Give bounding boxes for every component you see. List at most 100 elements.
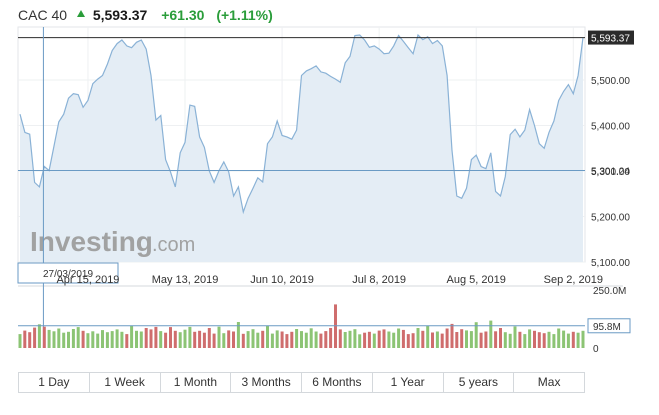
volume-bar — [314, 331, 318, 348]
volume-bar — [338, 329, 342, 348]
crosshair-date-box — [17, 262, 119, 284]
volume-bar — [416, 328, 420, 348]
x-tick-label: Jul 8, 2019 — [352, 274, 406, 286]
volume-bar — [508, 333, 512, 348]
volume-bar — [222, 333, 226, 348]
volume-bar — [489, 320, 493, 348]
range-1-week-button[interactable]: 1 Week — [90, 373, 161, 392]
volume-bar — [387, 331, 391, 348]
volume-bar — [28, 332, 32, 348]
volume-bar — [120, 331, 124, 348]
crosshair-price-label: 5,301.24 — [591, 166, 630, 177]
volume-bar — [130, 325, 134, 348]
volume-bar — [547, 331, 551, 348]
volume-bar — [562, 330, 566, 348]
volume-bar — [198, 330, 202, 348]
volume-bar — [542, 333, 546, 348]
volume-bar — [251, 329, 255, 348]
volume-bar — [300, 331, 303, 348]
price-chart[interactable]: Investing .com 5,593.37 5,301.24 27/03/201… — [0, 0, 659, 370]
volume-bar — [382, 329, 386, 348]
index-symbol: CAC 40 — [18, 7, 68, 24]
volume-bar — [392, 332, 396, 348]
volume-bar — [76, 327, 80, 348]
volume-bar — [193, 331, 197, 348]
volume-bar — [110, 331, 114, 348]
y-tick-label: 5,400.00 — [591, 122, 630, 133]
y-tick-label: 5,100.00 — [591, 258, 630, 269]
volume-bar — [348, 330, 352, 348]
range-1-year-button[interactable]: 1 Year — [373, 373, 444, 392]
volume-bar — [217, 326, 221, 348]
volume-bar — [246, 331, 250, 348]
volume-bar — [183, 329, 187, 348]
volume-bar — [528, 329, 532, 348]
volume-bar — [421, 330, 425, 348]
volume-bar — [285, 334, 289, 348]
range-1-month-button[interactable]: 1 Month — [161, 373, 232, 392]
price-area — [20, 35, 583, 262]
volume-bar — [358, 334, 362, 348]
volume-bar — [115, 329, 119, 348]
volume-bar — [523, 334, 527, 348]
volume-bar — [533, 330, 536, 348]
volume-bar — [149, 329, 153, 348]
volume-bar — [406, 334, 410, 348]
x-tick-label: Jun 10, 2019 — [250, 274, 314, 286]
last-price-tag — [588, 30, 634, 45]
range-5-years-button[interactable]: 5 years — [444, 373, 515, 392]
volume-tick-label: 95.8M — [593, 322, 621, 333]
volume-bar — [455, 332, 459, 348]
last-price-tag-label: 5,593.37 — [591, 34, 630, 45]
x-tick-label: Apr 15, 2019 — [56, 274, 119, 286]
last-price: 5,593.37 — [92, 7, 148, 24]
watermark-brand: Investing — [30, 226, 153, 257]
volume-bar — [537, 332, 541, 348]
volume-bar — [280, 331, 284, 348]
volume-bar — [319, 333, 323, 348]
volume-bar — [144, 328, 148, 348]
x-tick-label: Aug 5, 2019 — [447, 274, 506, 286]
volume-bar — [518, 331, 522, 348]
volume-bar — [212, 333, 216, 348]
volume-bar — [169, 327, 172, 348]
volume-average-tag — [587, 318, 631, 334]
volume-bar — [479, 332, 483, 348]
y-tick-label: 5,300.00 — [591, 167, 630, 178]
volume-bar — [411, 333, 415, 348]
volume-bar — [571, 331, 575, 348]
volume-bar — [397, 328, 401, 348]
volume-bar — [460, 329, 464, 348]
range-6-months-button[interactable]: 6 Months — [302, 373, 373, 392]
time-range-selector: 1 Day 1 Week 1 Month 3 Months 6 Months 1… — [18, 372, 585, 393]
volume-bar — [290, 331, 294, 348]
y-tick-label: 5,200.00 — [591, 213, 630, 224]
volume-bar — [256, 332, 260, 348]
range-3-months-button[interactable]: 3 Months — [231, 373, 302, 392]
range-1-day-button[interactable]: 1 Day — [19, 373, 90, 392]
volume-bar — [566, 333, 570, 348]
volume-bar — [494, 331, 498, 348]
volume-bar — [52, 331, 56, 348]
x-tick-label: Sep 2, 2019 — [544, 274, 603, 286]
volume-bar — [236, 322, 240, 348]
volume-bar — [71, 329, 75, 348]
price-change: +61.30 — [161, 7, 205, 24]
volume-bar — [343, 332, 347, 348]
volume-bar — [261, 330, 265, 348]
volume-bar — [275, 330, 279, 348]
volume-bar — [295, 329, 299, 348]
volume-bar — [401, 329, 405, 348]
volume-bar — [125, 334, 129, 348]
volume-tick-label: 0 — [593, 344, 599, 355]
price-change-percent: (+1.11%) — [216, 7, 273, 24]
volume-bar — [18, 334, 22, 348]
volume-bar — [329, 328, 333, 348]
range-max-button[interactable]: Max — [537, 375, 561, 389]
volume-bar — [377, 330, 381, 348]
volume-bar — [23, 330, 27, 348]
volume-bar — [353, 329, 357, 348]
volume-bar — [426, 326, 430, 348]
volume-bar — [37, 324, 41, 348]
volume-bar — [232, 331, 235, 348]
